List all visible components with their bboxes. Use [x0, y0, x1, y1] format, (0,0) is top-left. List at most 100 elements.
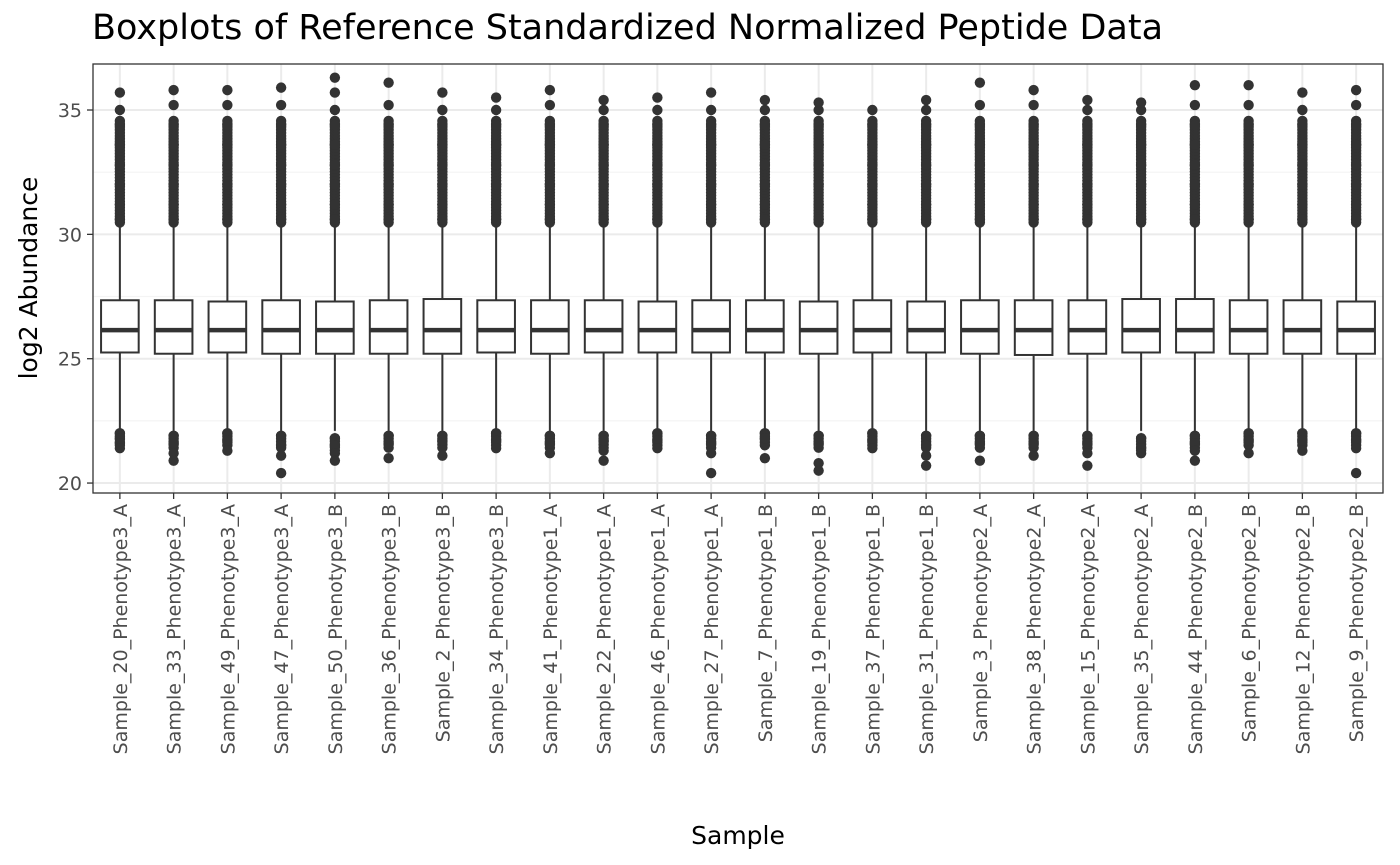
outlier-point	[544, 99, 556, 111]
outlier-point	[544, 179, 556, 190]
box-group	[1228, 79, 1269, 459]
box-iqr	[583, 299, 624, 354]
outlier-point	[1189, 445, 1201, 456]
outlier-point	[705, 119, 717, 131]
outlier-point	[598, 94, 609, 106]
outlier-point	[974, 119, 986, 131]
outlier-point	[490, 159, 502, 170]
outlier-point	[759, 433, 771, 444]
outlier-point	[1189, 430, 1201, 441]
x-tick-label: Sample_22_Phenotype1_A	[594, 504, 616, 754]
outlier-point	[1189, 159, 1201, 170]
outlier-point	[1082, 199, 1093, 210]
outlier-point	[652, 179, 663, 190]
outlier-point	[222, 84, 233, 96]
outlier-point	[1297, 179, 1308, 190]
outlier-point	[329, 104, 341, 116]
outlier-point	[222, 119, 233, 131]
box-iqr	[1228, 299, 1269, 355]
outlier-point	[1350, 159, 1362, 170]
outlier-point	[1350, 214, 1362, 225]
outlier-point	[867, 179, 878, 190]
outlier-point	[490, 92, 502, 103]
box-group	[422, 87, 463, 461]
outlier-point	[759, 452, 771, 464]
box-group	[153, 84, 194, 466]
outlier-point	[544, 438, 556, 449]
outlier-point	[920, 199, 932, 210]
outlier-point	[1028, 159, 1039, 170]
outlier-point	[490, 139, 502, 151]
outlier-point	[813, 438, 824, 449]
outlier-point	[1297, 159, 1308, 170]
outlier-point	[1243, 79, 1254, 91]
box-iqr	[852, 299, 893, 354]
outlier-point	[867, 443, 878, 454]
box-iqr	[476, 299, 516, 354]
box-iqr	[1121, 298, 1161, 354]
axes: 20 25 30 35 Sample_20_Phenotype3_A Sample_33_…	[58, 100, 1368, 754]
box-iqr	[1282, 299, 1323, 355]
outlier-point	[1189, 139, 1201, 151]
outlier-point	[652, 435, 663, 446]
outlier-point	[275, 119, 287, 131]
outlier-point	[275, 159, 287, 170]
outlier-point	[222, 199, 233, 210]
outlier-point	[759, 104, 771, 116]
outlier-point	[222, 428, 233, 439]
outlier-point	[1189, 455, 1201, 466]
outlier-point	[1082, 94, 1093, 106]
box-iqr	[906, 300, 946, 354]
outlier-point	[437, 87, 448, 98]
outlier-point	[652, 159, 663, 170]
x-tick-label: Sample_50_Phenotype3_B	[325, 504, 347, 754]
box-group	[1013, 84, 1054, 461]
outlier-point	[275, 440, 287, 451]
outlier-point	[759, 119, 771, 131]
outlier-point	[114, 119, 126, 131]
outlier-point	[813, 104, 824, 116]
box-group	[207, 84, 248, 456]
outlier-point	[867, 139, 878, 151]
outlier-point	[1189, 79, 1201, 91]
outlier-point	[1243, 428, 1254, 439]
outlier-point	[168, 139, 179, 151]
box-iqr	[368, 299, 409, 355]
outlier-point	[490, 443, 502, 454]
box-group	[960, 77, 1000, 466]
outlier-point	[705, 199, 717, 210]
outlier-point	[490, 214, 502, 225]
outlier-point	[705, 104, 717, 116]
box-iqr	[100, 299, 140, 354]
outlier-point	[114, 199, 126, 210]
outlier-point	[1189, 214, 1201, 225]
x-tick-label: Sample_9_Phenotype2_B	[1346, 504, 1368, 742]
outlier-point	[1028, 119, 1039, 131]
outlier-point	[920, 179, 932, 190]
outlier-point	[222, 179, 233, 190]
outlier-point	[168, 99, 179, 111]
outlier-point	[1350, 199, 1362, 210]
outlier-point	[652, 119, 663, 131]
box-iqr	[691, 299, 731, 354]
outlier-point	[114, 104, 126, 116]
outlier-point	[490, 104, 502, 116]
box-group	[530, 84, 570, 459]
outlier-point	[1297, 445, 1308, 456]
outlier-point	[168, 84, 179, 96]
outlier-point	[329, 119, 341, 131]
outlier-point	[1135, 448, 1147, 459]
outlier-point	[222, 435, 233, 446]
outlier-point	[222, 445, 233, 456]
outlier-point	[1243, 179, 1254, 190]
outlier-point	[329, 159, 341, 170]
outlier-point	[1135, 104, 1147, 116]
outlier-point	[974, 139, 986, 151]
outlier-point	[490, 179, 502, 190]
outlier-point	[1082, 214, 1093, 225]
outlier-point	[705, 467, 717, 479]
outlier-point	[813, 97, 824, 108]
outlier-point	[168, 214, 179, 225]
outlier-point	[652, 139, 663, 151]
